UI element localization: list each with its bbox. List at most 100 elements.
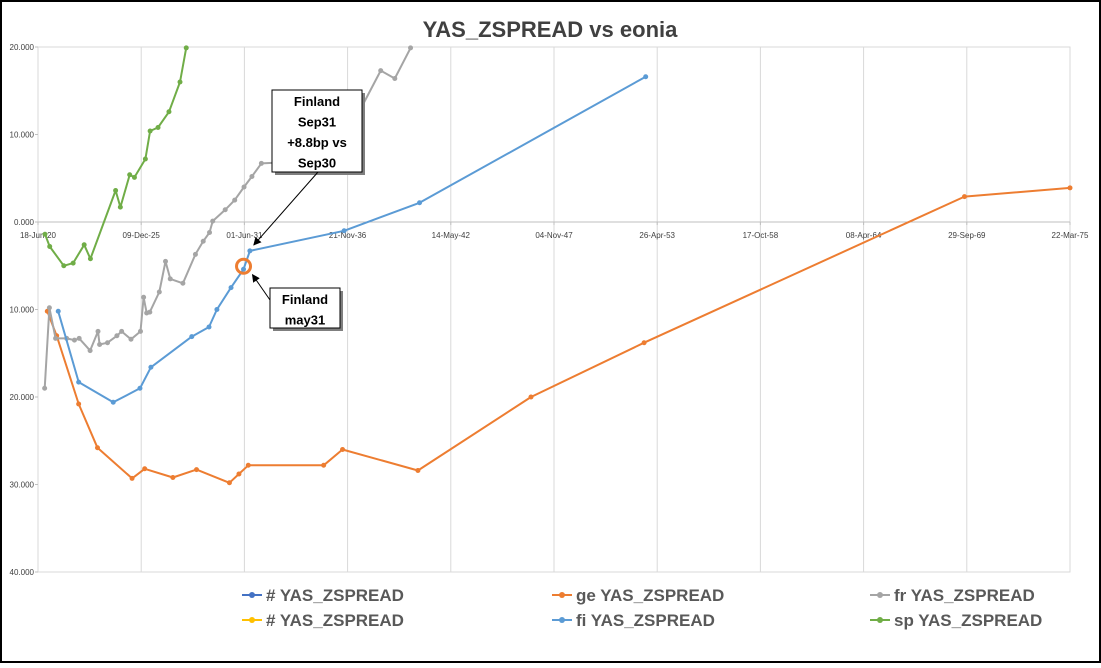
- data-point: [97, 342, 103, 347]
- data-point: [147, 309, 153, 315]
- data-point: [137, 385, 143, 391]
- data-point: [222, 207, 228, 213]
- data-point: [87, 256, 93, 262]
- y-tick-label: 10.000: [10, 306, 35, 315]
- legend-label: ge YAS_ZSPREAD: [576, 586, 724, 605]
- callout-text: Sep31: [298, 115, 336, 130]
- data-point: [46, 305, 52, 311]
- legend-swatch-marker: [249, 617, 255, 623]
- data-point: [113, 188, 119, 193]
- data-point: [127, 172, 133, 178]
- data-point: [147, 128, 153, 134]
- data-point: [232, 197, 238, 203]
- data-point: [528, 394, 534, 400]
- legend-label: # YAS_ZSPREAD: [266, 586, 404, 605]
- legend-item: ge YAS_ZSPREAD: [552, 586, 724, 605]
- legend-label: fr YAS_ZSPREAD: [894, 586, 1035, 605]
- annotations: Finland Sep31 +8.8bp vs Sep30 Finland may31: [235, 89, 365, 331]
- data-point: [1067, 185, 1073, 191]
- data-point: [378, 68, 384, 74]
- data-point: [76, 401, 82, 407]
- data-point: [643, 74, 649, 80]
- data-point: [241, 266, 247, 272]
- data-point: [141, 294, 147, 300]
- data-point: [170, 475, 176, 480]
- data-point: [210, 218, 216, 224]
- series-line: [57, 75, 647, 404]
- data-point: [137, 328, 143, 334]
- data-point: [155, 125, 161, 130]
- highlight-circle: [235, 257, 253, 275]
- data-point: [42, 385, 48, 391]
- data-point: [128, 336, 134, 342]
- data-point: [241, 184, 247, 190]
- data-point: [192, 251, 198, 257]
- legend-swatch-marker: [559, 617, 565, 623]
- legend-label: fi YAS_ZSPREAD: [576, 611, 715, 630]
- data-point: [641, 340, 647, 346]
- y-tick-label: 20.000: [10, 43, 35, 52]
- data-point: [207, 230, 213, 235]
- legend-swatch-marker: [249, 592, 255, 598]
- y-tick-label: 0.000: [14, 218, 35, 227]
- data-point: [415, 468, 421, 473]
- legend-swatch-marker: [877, 592, 883, 598]
- data-point: [47, 244, 53, 249]
- data-point: [177, 79, 183, 85]
- x-tick-label: 01-Jun-31: [226, 231, 263, 240]
- callout-text: Finland: [282, 292, 328, 307]
- callout-fi-may31: Finland may31: [269, 287, 343, 331]
- data-point: [417, 200, 423, 206]
- callout-fi-sep31: Finland Sep31 +8.8bp vs Sep30: [271, 89, 365, 175]
- data-point: [166, 109, 172, 115]
- legend-swatch-marker: [877, 617, 883, 623]
- data-point: [76, 379, 82, 385]
- legend-item: # YAS_ZSPREAD: [242, 611, 404, 630]
- data-point: [117, 204, 123, 210]
- legend-item: # YAS_ZSPREAD: [242, 586, 404, 605]
- x-tick-label: 26-Apr-53: [639, 231, 675, 240]
- callout-text: Sep30: [298, 156, 336, 171]
- legend-item: sp YAS_ZSPREAD: [870, 611, 1042, 630]
- chart-title: YAS_ZSPREAD vs eonia: [423, 17, 678, 42]
- y-tick-label: 10.000: [10, 131, 35, 140]
- x-tick-label: 09-Dec-25: [123, 231, 161, 240]
- data-point: [142, 466, 148, 472]
- data-point: [131, 174, 137, 180]
- legend-item: fi YAS_ZSPREAD: [552, 611, 715, 630]
- x-tick-label: 17-Oct-58: [743, 231, 779, 240]
- data-point: [81, 242, 87, 248]
- data-point: [321, 462, 327, 468]
- y-tick-label: 20.000: [10, 393, 35, 402]
- data-point: [206, 324, 212, 330]
- y-tick-label: 30.000: [10, 481, 35, 490]
- legend-label: # YAS_ZSPREAD: [266, 611, 404, 630]
- callout-box: [269, 287, 341, 329]
- data-point: [42, 231, 48, 237]
- callout-box: [271, 89, 363, 173]
- data-point: [226, 480, 232, 486]
- data-point: [70, 260, 76, 266]
- data-point: [236, 471, 242, 477]
- y-tick-label: 40.000: [10, 568, 35, 577]
- callout-text: Finland: [294, 94, 340, 109]
- callout-text: may31: [285, 313, 325, 328]
- legend-item: fr YAS_ZSPREAD: [870, 586, 1035, 605]
- data-point: [189, 334, 195, 340]
- data-point: [392, 76, 398, 81]
- y-axis: 20.000 10.000 0.000 10.000 20.000 30.000 40.00…: [10, 43, 38, 577]
- legend-swatch-marker: [559, 592, 565, 598]
- data-point: [94, 445, 100, 451]
- data-point: [228, 285, 234, 291]
- data-point: [95, 328, 101, 334]
- series-line: [46, 186, 1071, 484]
- data-point: [129, 475, 135, 481]
- data-point: [247, 248, 253, 254]
- x-tick-label: 08-Apr-64: [846, 231, 882, 240]
- data-point: [76, 335, 82, 341]
- data-point: [167, 276, 173, 282]
- x-tick-label: 22-Mar-75: [1052, 231, 1089, 240]
- data-point: [340, 447, 346, 452]
- legend: # YAS_ZSPREAD # YAS_ZSPREAD ge YAS_ZSPREAD…: [242, 586, 1042, 630]
- x-axis: 18-Jun-20 09-Dec-25 01-Jun-31 21-Nov-36 14-M…: [20, 221, 1089, 240]
